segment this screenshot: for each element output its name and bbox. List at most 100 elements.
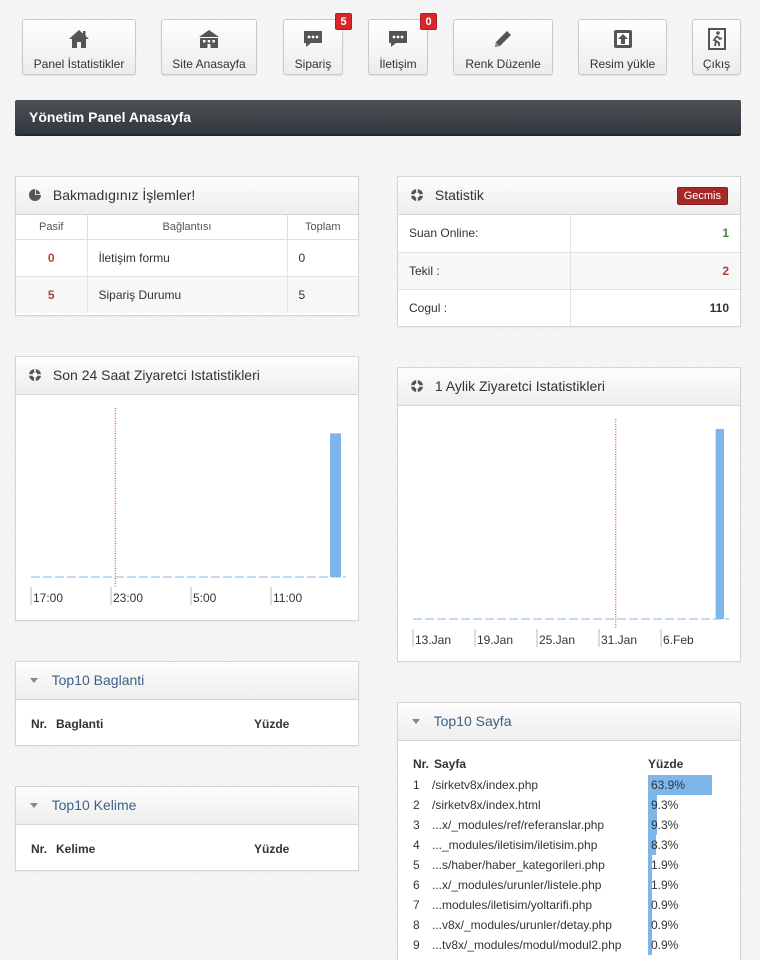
top-pages-panel: Top10 Sayfa Nr. Sayfa Yüzde 1/sirketv8x/… [397,702,741,960]
tick-label: 31.Jan [601,633,637,647]
visitors-month-title: 1 Aylik Ziyaretci Istatistikleri [434,378,606,394]
pie-chart-icon [29,189,41,201]
stat-label: Tekil : [398,252,570,290]
tick-label: 25.Jan [539,633,575,647]
list-item[interactable]: 3 ...x/_modules/ref/referanslar.php 9.3% [398,815,738,835]
visitors-month-header: 1 Aylik Ziyaretci Istatistikleri [398,368,740,406]
row-number: 1 [413,778,420,792]
column-header-nr: Nr. [31,842,48,856]
table-row: Cogul : 110 [398,289,740,326]
upload-icon [613,30,632,48]
pasif-count: 5 [16,276,88,313]
pending-actions-table: Pasif Bağlantısı Toplam 0 İletişim formu… [16,215,358,313]
top-links-header[interactable]: Top10 Baglanti [16,662,358,700]
top-pages-title: Top10 Sayfa [433,713,512,729]
logout-label: Çıkış [702,57,731,71]
list-item[interactable]: 4 ..._modules/iletisim/iletisim.php 8.3% [398,835,738,855]
statistics-title: Statistik [434,187,484,203]
row-number: 3 [413,818,420,832]
list-item[interactable]: 8 ...v8x/_modules/urunler/detay.php 0.9% [398,915,738,935]
chart-bar [330,433,341,577]
column-header-keyword: Kelime [56,842,96,856]
link-name[interactable]: Sipariş Durumu [87,276,288,313]
panel-stats-button[interactable]: Panel İstatistikler [22,19,136,75]
percent-value: 1.9% [651,858,679,872]
image-upload-label: Resim yükle [589,57,656,71]
row-number: 4 [413,838,420,852]
orders-button[interactable]: Sipariş 5 [283,13,352,75]
percent-bar [648,835,657,855]
page-path: ...x/_modules/ref/referanslar.php [432,818,605,832]
column-header-pasif: Pasif [16,215,88,240]
collapse-caret-icon[interactable] [412,719,420,724]
table-row[interactable]: 0 İletişim formu 0 [16,239,358,277]
stat-value: 110 [569,289,740,326]
statistics-table: Suan Online: 1 Tekil : 2 Cogul : 110 [398,215,740,326]
chat-icon [389,31,407,47]
top-keywords-title: Top10 Kelime [51,797,137,813]
top-links-title: Top10 Baglanti [51,672,145,688]
page-path: ...modules/iletisim/yoltarifi.php [432,898,593,912]
percent-bar [648,815,658,835]
visitors-24h-title: Son 24 Saat Ziyaretci Istatistikleri [52,367,260,383]
list-item[interactable]: 5 ...s/haber/haber_kategorileri.php 1.9% [398,855,738,875]
statistics-header: Statistik Gecmis [398,177,740,215]
column-header-nr: Nr. [31,717,48,731]
tick-label: 23:00 [113,591,143,605]
orders-count-badge: 5 [335,13,352,30]
column-header-percent: Yüzde [254,717,290,731]
percent-bar [648,775,712,795]
percent-bar [648,895,652,915]
row-number: 5 [413,858,420,872]
lifebuoy-icon [29,369,41,381]
tick-label: 13.Jan [415,633,451,647]
row-number: 6 [413,878,420,892]
percent-bar [648,875,652,895]
tick-label: 19.Jan [477,633,513,647]
list-item[interactable]: 1/sirketv8x/index.php 63.9% [398,775,738,795]
table-row[interactable]: 5 Sipariş Durumu 5 [16,276,358,313]
list-item[interactable]: 2/sirketv8x/index.html 9.3% [398,795,738,815]
site-home-label: Site Anasayfa [172,57,246,71]
percent-bar [648,855,652,875]
top-keywords-header[interactable]: Top10 Kelime [16,787,358,825]
visitors-24h-panel: Son 24 Saat Ziyaretci Istatistikleri 17:… [15,356,359,621]
site-home-button[interactable]: Site Anasayfa [161,19,257,75]
chart-bar [715,429,724,619]
percent-bar [648,795,658,815]
pasif-count: 0 [16,239,88,277]
visitors-24h-chart: 17:00 23:00 5:00 11:00 [30,408,346,605]
column-header-total: Toplam [287,215,358,240]
link-name[interactable]: İletişim formu [87,239,288,277]
page-path: /sirketv8x/index.php [432,778,539,792]
percent-value: 8.3% [651,838,679,852]
row-number: 7 [413,898,420,912]
list-item[interactable]: 6 ...x/_modules/urunler/listele.php 1.9% [398,875,738,895]
lifebuoy-icon [411,380,423,392]
collapse-caret-icon[interactable] [30,803,38,808]
page-path: ...x/_modules/urunler/listele.php [432,878,602,892]
list-item[interactable]: 9 ...tv8x/_modules/modul/modul2.php 0.9% [398,935,738,955]
visitors-month-chart: 13.Jan 19.Jan 25.Jan 31.Jan 6.Feb [412,419,729,647]
image-upload-button[interactable]: Resim yükle [578,19,667,75]
stat-label: Suan Online: [398,215,570,253]
percent-bar [648,915,652,935]
tick-label: 6.Feb [663,633,694,647]
percent-value: 0.9% [651,938,679,952]
percent-value: 9.3% [651,798,679,812]
stat-value: 1 [569,215,740,253]
top-pages-header[interactable]: Top10 Sayfa [398,703,740,741]
color-edit-button[interactable]: Renk Düzenle [453,19,553,75]
column-header-nr: Nr. [413,757,430,771]
pencil-icon [495,31,511,47]
logout-button[interactable]: Çıkış [692,19,741,75]
contact-button[interactable]: İletişim 0 [368,13,437,75]
percent-bar [648,935,652,955]
list-item[interactable]: 7 ...modules/iletisim/yoltarifi.php 0.9% [398,895,738,915]
exit-icon [707,28,726,50]
stat-value: 2 [569,252,740,290]
tick-label: 11:00 [273,591,302,605]
page-path: ...s/haber/haber_kategorileri.php [432,858,605,872]
history-button[interactable]: Gecmis [676,187,728,205]
collapse-caret-icon[interactable] [30,678,38,683]
